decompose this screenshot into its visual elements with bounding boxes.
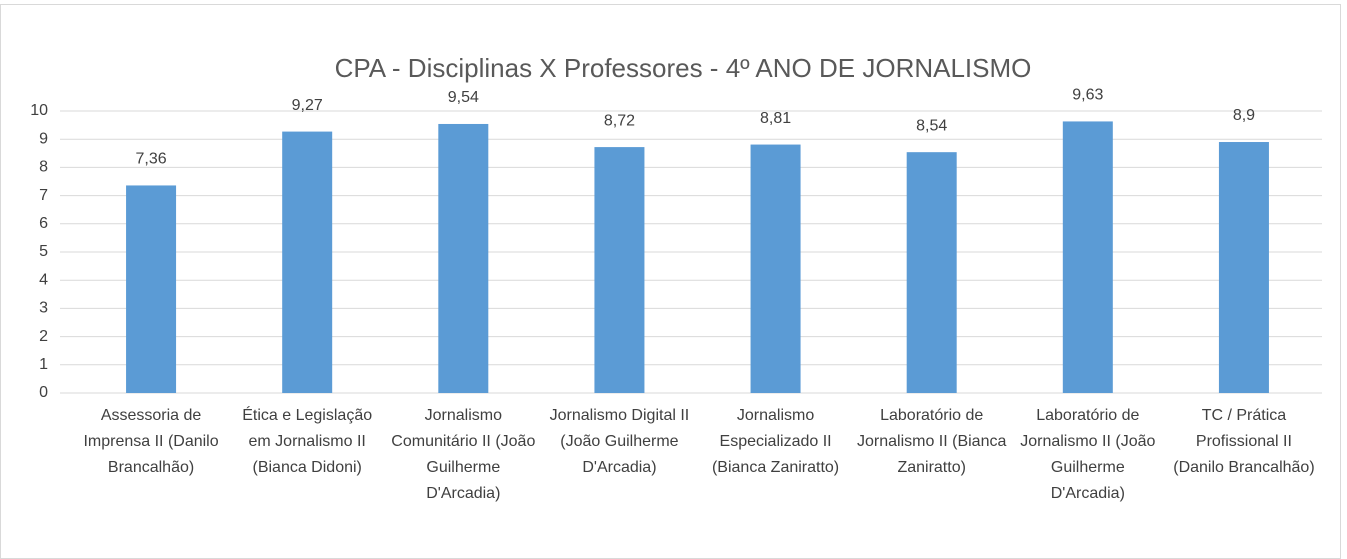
value-label: 8,54: [916, 117, 947, 134]
x-tick-label: Assessoria de Imprensa II (Danilo Brancalh…: [83, 407, 218, 476]
value-label: 8,72: [604, 112, 635, 129]
value-label: 9,54: [448, 89, 479, 106]
y-tick-label: 1: [39, 356, 48, 373]
bar: [906, 152, 957, 393]
y-tick-label: 7: [39, 187, 48, 204]
value-label: 7,36: [135, 151, 166, 168]
bar: [594, 147, 645, 393]
x-tick-label: Laboratório de Jornalismo II (João Guilher…: [1020, 407, 1155, 502]
y-tick-label: 10: [30, 102, 48, 119]
x-tick-label: Jornalismo Comunitário II (João Guilherme D…: [391, 407, 535, 502]
x-tick-label: Jornalismo Especializado II (Bianca Zanira…: [712, 407, 839, 476]
bar: [750, 144, 801, 393]
y-tick-label: 5: [39, 243, 48, 260]
bar: [1218, 142, 1269, 393]
y-tick-label: 3: [39, 300, 48, 317]
y-tick-label: 2: [39, 328, 48, 345]
bar: [1062, 121, 1113, 394]
y-tick-label: 0: [39, 384, 48, 401]
y-tick-label: 9: [39, 130, 48, 147]
x-tick-label: TC / Prática Profissional II (Danilo Branc…: [1173, 407, 1314, 476]
bar: [438, 123, 489, 394]
x-tick-label: Jornalismo Digital II (João Guilherme D'Ar…: [550, 407, 690, 476]
y-tick-label: 6: [39, 215, 48, 232]
value-label: 9,27: [292, 97, 323, 114]
value-label: 8,81: [760, 110, 791, 127]
value-label: 9,63: [1072, 87, 1103, 104]
value-label: 8,9: [1233, 107, 1255, 124]
bar: [282, 131, 333, 393]
y-tick-label: 8: [39, 159, 48, 176]
chart-title: CPA - Disciplinas X Professores - 4º ANO…: [335, 53, 1032, 83]
bar: [126, 185, 177, 393]
x-tick-label: Laboratório de Jornalismo II (Bianca Zanir…: [857, 407, 1006, 476]
chart-frame: [0, 4, 1341, 559]
x-tick-label: Ética e Legislação em Jornalismo II (Bianc…: [242, 405, 372, 476]
y-tick-label: 4: [39, 271, 48, 288]
